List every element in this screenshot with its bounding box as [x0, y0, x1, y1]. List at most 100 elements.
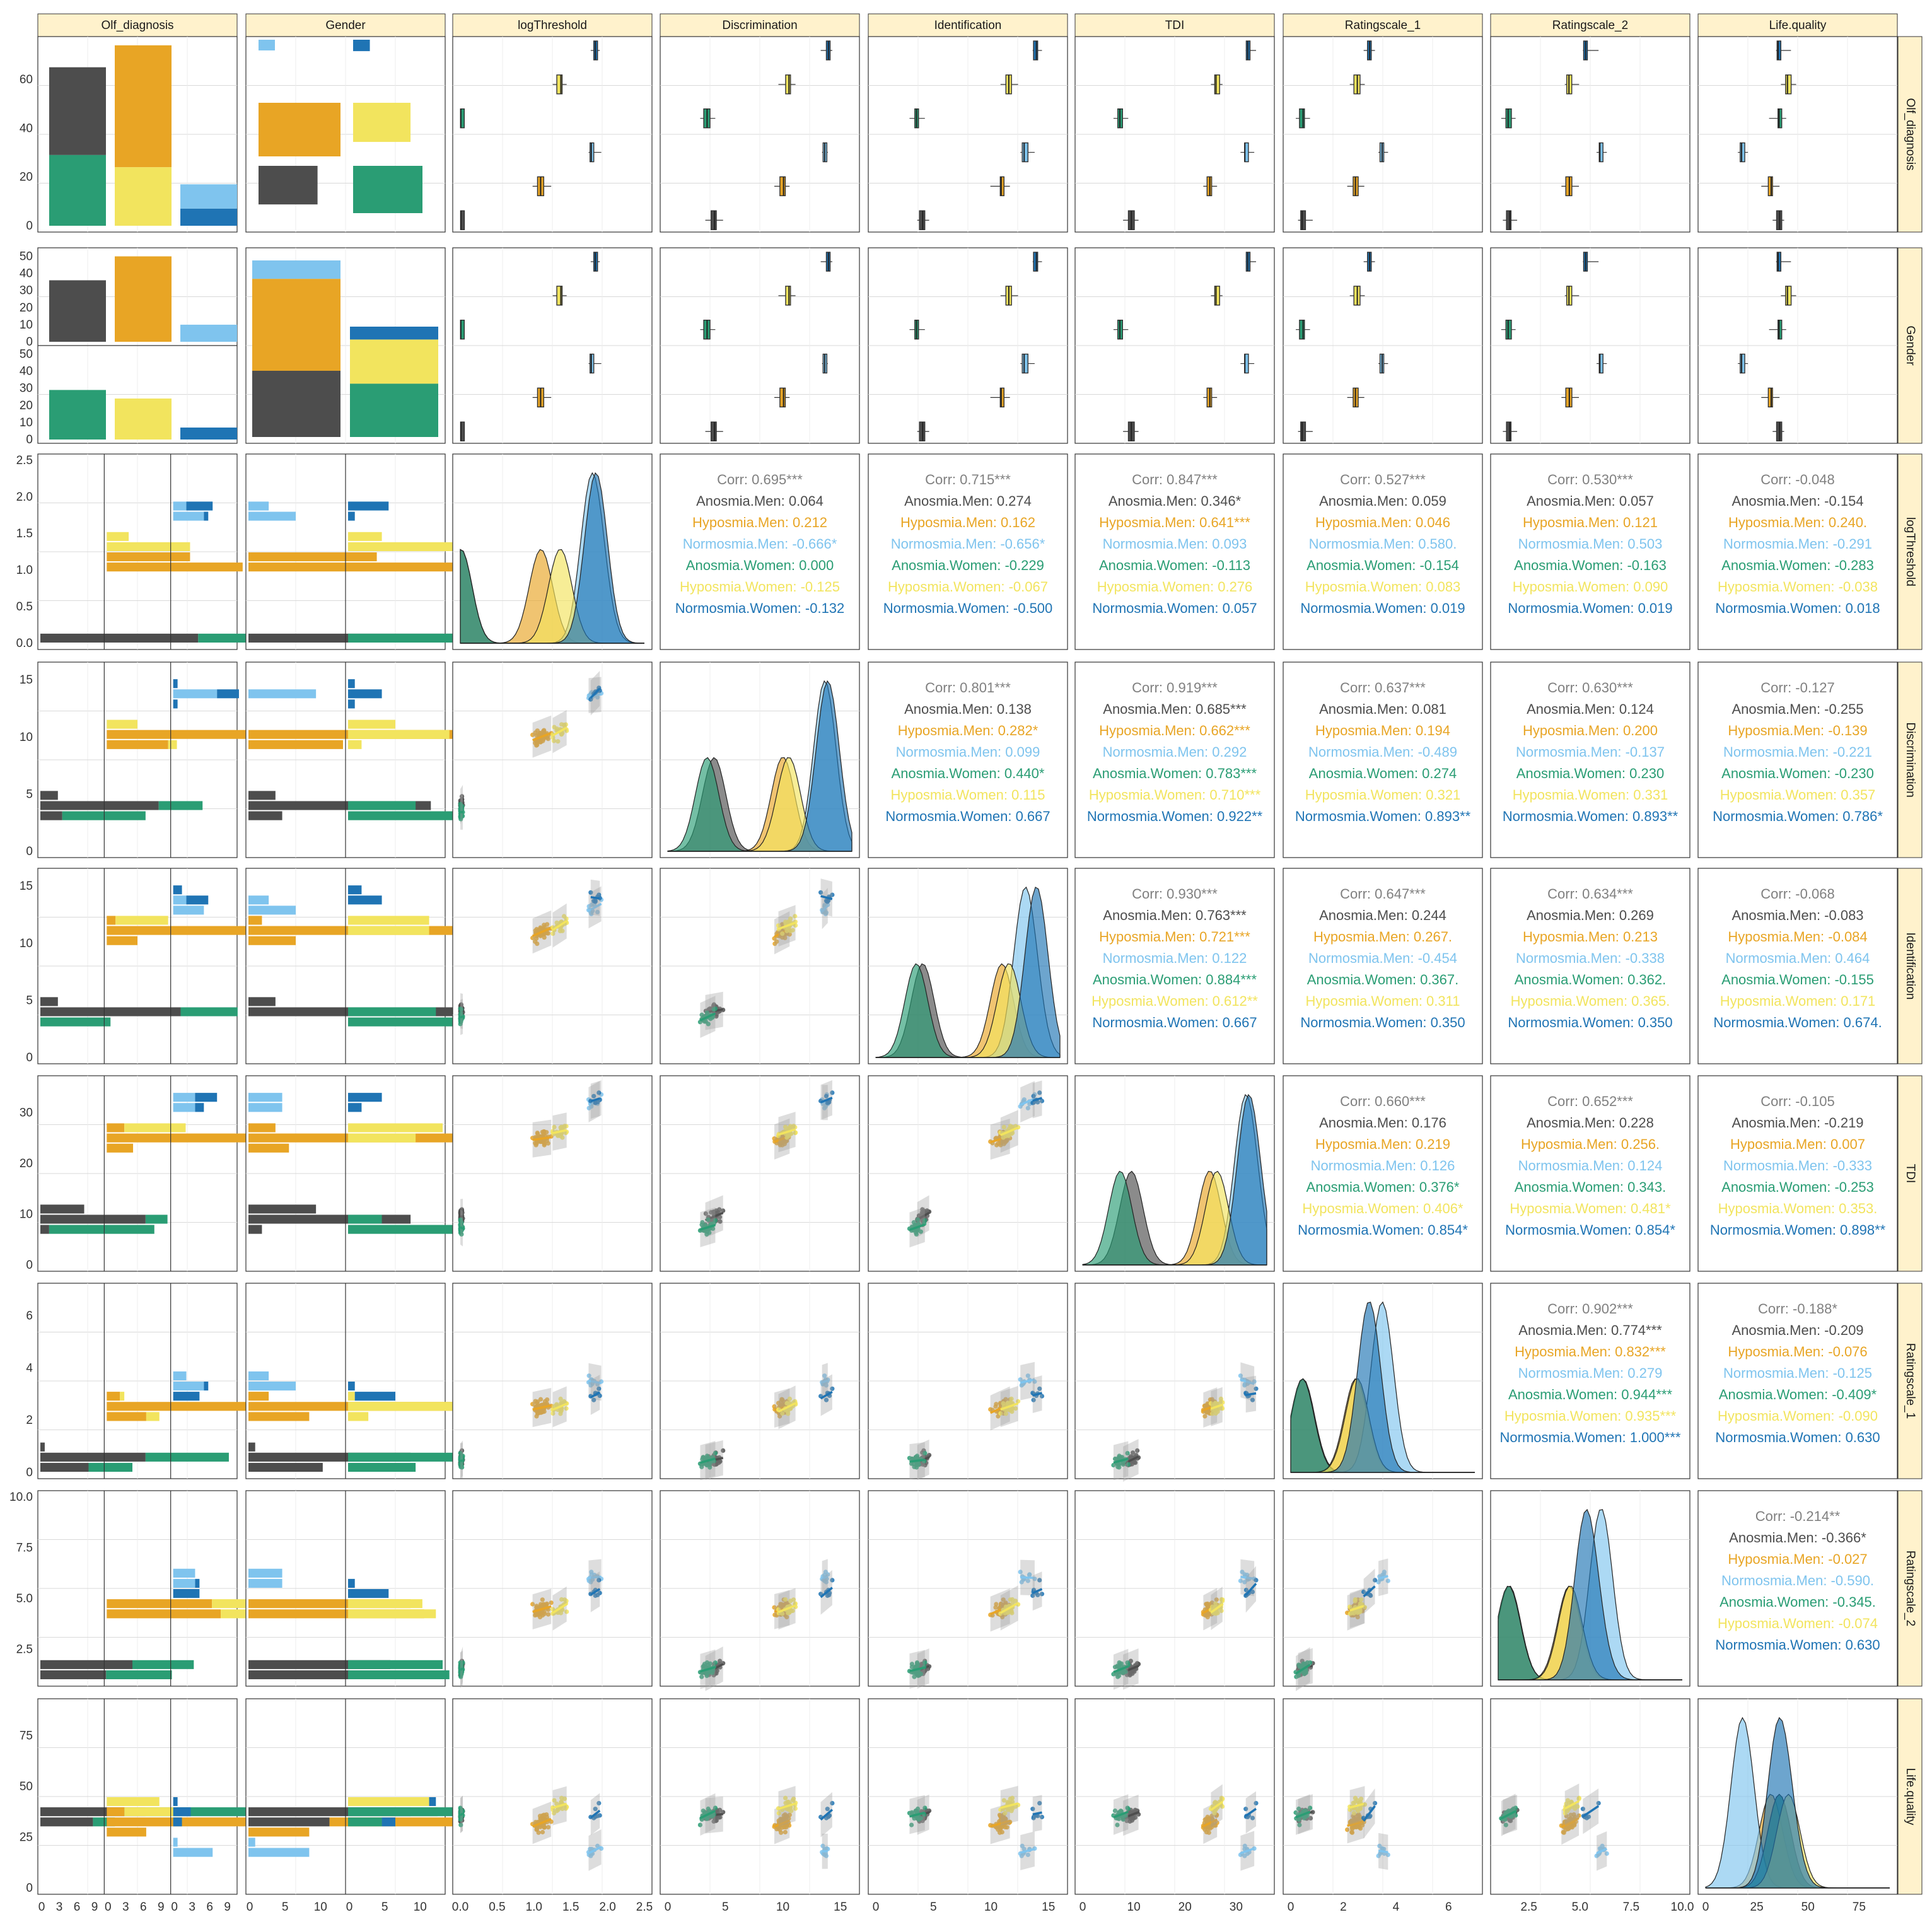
hist-bar-Normosmia.Women	[195, 1093, 218, 1102]
y-axis-logThreshold: 0.0 0.5 1.0 1.5 2.0 2.5	[16, 454, 33, 650]
scatter-point-Normosmia.Women	[593, 1100, 598, 1105]
column-strip-label: Identification	[934, 19, 1002, 32]
panel-Ratingscale_2-Gender	[245, 1490, 450, 1687]
boxplot-Normosmia.Women	[1033, 40, 1039, 61]
corr-label: Normosmia.Men: 0.580.	[1309, 536, 1457, 552]
scatter-point-Anosmia.Women	[713, 1006, 718, 1011]
boxplot-Anosmia.Men	[1300, 421, 1306, 441]
hist-bar-Anosmia.Men	[40, 791, 58, 800]
corr-label: Corr: 0.634***	[1547, 886, 1633, 902]
x-tick-label: 2.0	[599, 1901, 615, 1914]
hist-bar-Anosmia.Women	[145, 1452, 229, 1462]
row-strip-Olf_diagnosis: Olf_diagnosis	[1897, 36, 1923, 233]
stack-Anosmia-men	[252, 371, 340, 437]
panel-frame	[868, 661, 1068, 858]
y-tick-label: 0	[26, 219, 33, 233]
x-tick-label: 3	[122, 1901, 129, 1914]
hist-bar-Anosmia.Men	[40, 1204, 84, 1214]
scatter-point-Hyposmia.Women	[556, 739, 561, 744]
hist-bar-Normosmia.Women	[173, 1797, 178, 1807]
hist-bar-Hyposmia.Men	[107, 562, 243, 572]
y-axis-Identification: 0 5 10 15	[20, 880, 33, 1064]
corr-label: Corr: 0.902***	[1547, 1301, 1633, 1317]
boxplot-Anosmia.Men	[1506, 421, 1512, 441]
hist-bar-Hyposmia.Men	[107, 730, 265, 739]
hist-bar-Normosmia.Women	[173, 1817, 182, 1827]
x-tick-label: 20	[1178, 1901, 1192, 1914]
boxplot-Hyposmia.Men	[1767, 387, 1773, 408]
corr-label: Corr: 0.527***	[1340, 472, 1426, 487]
corr-label: Hyposmia.Women: -0.090	[1718, 1408, 1878, 1424]
smooth-line-Normosmia.Women	[590, 896, 600, 900]
x-tick-label: 6	[206, 1901, 213, 1914]
corr-label: Hyposmia.Men: 0.832***	[1515, 1344, 1666, 1360]
y-tick-label: 10	[20, 1208, 33, 1221]
hist-bar-Normosmia.Women	[348, 1578, 355, 1588]
x-tick-label: 6	[74, 1901, 81, 1914]
panel-logThreshold-Ratingscale_2: Corr: 0.530*** Anosmia.Men: 0.057 Hyposmia…	[1490, 453, 1690, 650]
corr-label: Normosmia.Women: 0.019	[1508, 600, 1672, 616]
corr-label: Hyposmia.Women: 0.481*	[1510, 1201, 1671, 1216]
x-tick-label: 9	[91, 1901, 98, 1914]
scatter-point-Hyposmia.Men	[534, 743, 539, 748]
scatter-point-Anosmia.Women	[699, 1222, 704, 1227]
y-tick-label: 40	[20, 365, 33, 378]
corr-label: Hyposmia.Women: 0.935***	[1504, 1408, 1677, 1424]
y-tick-label: 20	[20, 399, 33, 412]
hist-bar-Hyposmia.Men	[248, 1392, 269, 1401]
strip-bg	[1897, 247, 1923, 444]
y-tick-label: 0	[26, 1466, 33, 1479]
scatter-point-Hyposmia.Men	[542, 923, 547, 928]
panel-Ratingscale_1-Ratingscale_2: Corr: 0.902*** Anosmia.Men: 0.774*** Hypos…	[1490, 1283, 1690, 1479]
corr-label: Hyposmia.Men: -0.084	[1728, 929, 1867, 945]
hist-bar-Normosmia.Women	[348, 501, 389, 511]
corr-label: Corr: 0.847***	[1132, 472, 1218, 487]
hist-bar-Hyposmia.Women	[348, 542, 477, 551]
mosaic-Hyposmia-women	[353, 103, 411, 143]
boxplot-Hyposmia.Men	[999, 387, 1005, 408]
corr-label: Anosmia.Men: 0.176	[1319, 1115, 1446, 1131]
scatter-point-Normosmia.Women	[591, 899, 596, 904]
y-tick-label: 10	[20, 416, 33, 429]
panel-TDI-Olf_diagnosis	[37, 1075, 326, 1272]
panel-frame	[1074, 661, 1275, 858]
corr-label: Hyposmia.Men: 0.046	[1315, 515, 1450, 530]
y-tick-label: 1.5	[16, 527, 33, 540]
corr-label: Hyposmia.Men: 0.641***	[1099, 515, 1250, 530]
hist-bar-Normosmia.Women	[348, 1093, 382, 1102]
corr-label: Normosmia.Men: 0.099	[896, 744, 1040, 760]
x-tick-label: 75	[1853, 1901, 1866, 1914]
hist-bar-Normosmia.Women	[348, 895, 382, 905]
panel-Ratingscale_2-Ratingscale_2	[1490, 1490, 1690, 1687]
scatter-point-Hyposmia.Men	[542, 729, 547, 734]
scatter-point-Hyposmia.Men	[545, 737, 550, 742]
y-tick-label: 2	[26, 1414, 33, 1427]
hist-bar-Normosmia.Men	[173, 895, 187, 905]
smooth-line-Hyposmia.Men	[532, 926, 552, 937]
scatter-point-Normosmia.Men	[589, 1104, 594, 1109]
corr-label: Hyposmia.Men: 0.194	[1315, 723, 1450, 738]
panel-Identification-Ratingscale_2: Corr: 0.634*** Anosmia.Men: 0.269 Hyposmia…	[1490, 868, 1690, 1064]
hist-bar-Anosmia.Men	[248, 1442, 255, 1452]
x-tick-label: 5	[282, 1901, 289, 1914]
panel-Life.quality-Olf_diagnosis	[37, 1698, 269, 1895]
smooth-line-Anosmia.Women	[460, 1459, 463, 1462]
panel-Identification-Identification	[868, 868, 1068, 1064]
hist-bar-Normosmia.Women	[217, 689, 239, 699]
corr-label: Hyposmia.Men: 0.721***	[1099, 929, 1250, 945]
hist-bar-Normosmia.Men	[173, 1848, 213, 1857]
scatter-point-Anosmia.Women	[703, 1019, 709, 1024]
x-axis-Identification: 0 5 10 15	[873, 1901, 1056, 1914]
corr-label: Anosmia.Men: -0.366*	[1729, 1530, 1866, 1546]
panel-Ratingscale_1-Discrimination	[660, 1283, 860, 1481]
panel-Olf_diagnosis-Ratingscale_1	[1283, 36, 1483, 233]
hist-bar-Anosmia.Women	[132, 1660, 194, 1669]
y-tick-label: 30	[20, 284, 33, 298]
bar-Hyposmia-men	[115, 256, 172, 342]
panel-frame	[1283, 661, 1483, 858]
row-strip-label: Identification	[1904, 933, 1917, 1000]
boxplot-Anosmia.Women	[1299, 108, 1305, 129]
panel-Ratingscale_2-Life.quality: Corr: -0.214** Anosmia.Men: -0.366* Hyposm…	[1697, 1490, 1898, 1687]
scatter-point-Normosmia.Men	[823, 911, 828, 916]
